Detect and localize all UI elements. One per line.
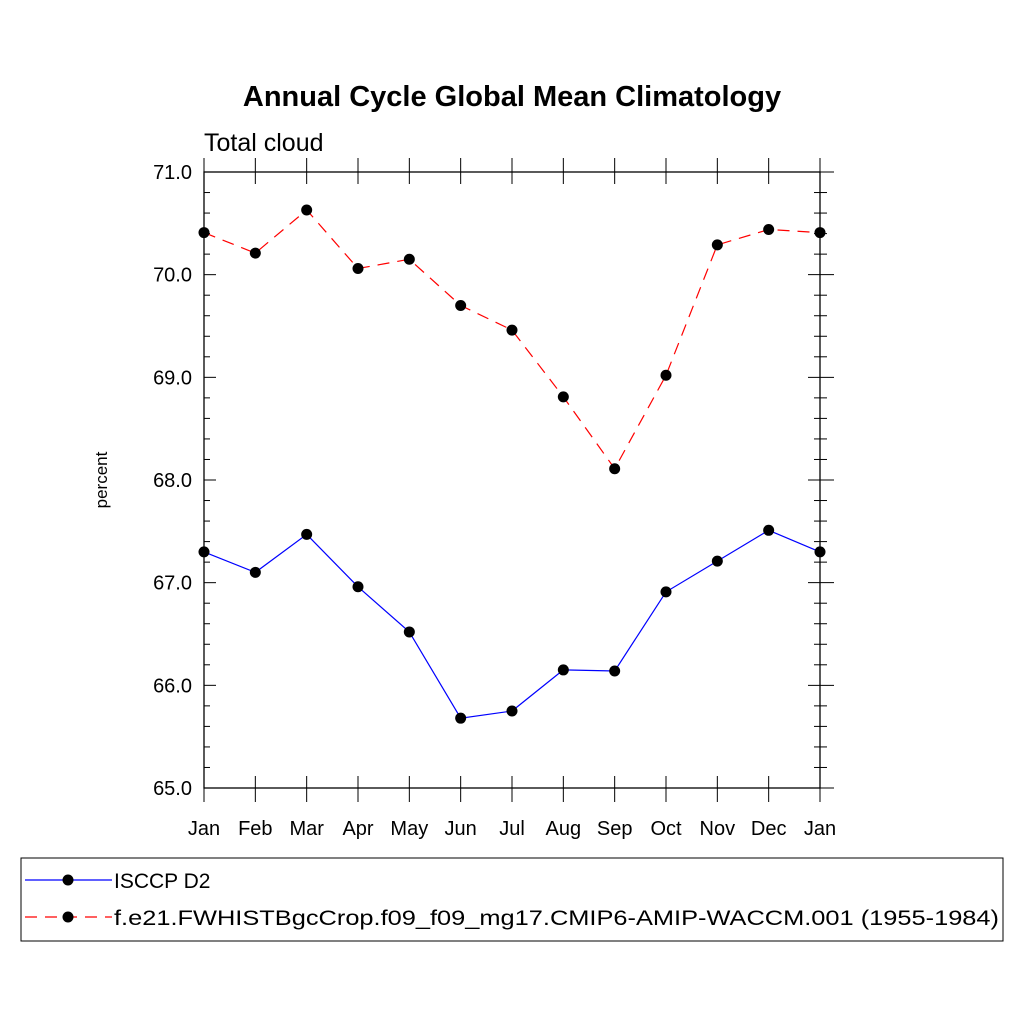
data-point-series-0: [557, 664, 569, 676]
series-line-1: [203, 209, 821, 470]
x-tick-label: Apr: [342, 818, 373, 840]
data-point-series-1: [403, 253, 415, 265]
data-point-series-1: [506, 324, 518, 336]
data-point-series-0: [198, 546, 210, 558]
y-tick-label: 66.0: [153, 675, 192, 697]
series-line-0: [203, 529, 821, 719]
data-point-series-0: [763, 524, 775, 536]
data-point-series-0: [249, 566, 261, 578]
data-point-series-1: [301, 204, 313, 216]
y-tick-label: 65.0: [153, 778, 192, 800]
x-tick-label: Feb: [238, 818, 272, 840]
x-tick-label: Nov: [700, 818, 736, 840]
x-tick-label: Aug: [546, 818, 582, 840]
x-tick-label: Oct: [650, 818, 682, 840]
legend-marker-isccp: [62, 874, 74, 886]
legend: ISCCP D2 f.e21.FWHISTBgcCrop.f09_f09_mg1…: [20, 857, 1004, 942]
data-point-series-0: [352, 581, 364, 593]
data-point-series-1: [352, 263, 364, 275]
data-point-series-1: [814, 227, 826, 239]
data-point-series-0: [609, 665, 621, 677]
data-point-series-0: [506, 705, 518, 717]
y-tick-label: 69.0: [153, 367, 192, 389]
data-point-series-1: [557, 391, 569, 403]
x-tick-label: Sep: [597, 818, 633, 840]
data-point-series-1: [711, 239, 723, 251]
x-tick-label: Jun: [445, 818, 477, 840]
data-point-series-1: [763, 223, 775, 235]
data-point-series-1: [660, 369, 672, 381]
y-axis-label: percent: [92, 451, 111, 508]
y-tick-label: 70.0: [153, 265, 192, 287]
x-tick-label: Jul: [499, 818, 525, 840]
x-tick-label: Mar: [289, 818, 324, 840]
data-point-series-0: [301, 528, 313, 540]
chart-subtitle: Total cloud: [204, 129, 324, 157]
data-point-series-0: [660, 586, 672, 598]
data-point-series-1: [609, 463, 621, 475]
series-group: [198, 204, 826, 724]
legend-label-isccp: ISCCP D2: [114, 870, 210, 893]
data-point-series-0: [403, 626, 415, 638]
data-point-series-0: [711, 555, 723, 567]
x-tick-label: May: [390, 818, 428, 840]
chart-title: Annual Cycle Global Mean Climatology: [243, 81, 781, 113]
x-tick-label: Jan: [804, 818, 836, 840]
y-tick-label: 71.0: [153, 162, 192, 184]
y-tick-label: 67.0: [153, 573, 192, 595]
plot-frame: [203, 171, 821, 789]
legend-frame: [20, 857, 1004, 942]
data-point-series-1: [455, 299, 467, 311]
y-tick-label: 68.0: [153, 470, 192, 492]
data-point-series-0: [814, 546, 826, 558]
x-tick-label: Dec: [751, 818, 787, 840]
legend-label-model: f.e21.FWHISTBgcCrop.f09_f09_mg17.CMIP6-A…: [114, 907, 999, 930]
legend-marker-model: [62, 911, 74, 923]
axis-ticks: 65.0 66.0 67.0 68.0 69.0 70.0 71.0 Jan Feb Mar Apr…: [153, 158, 836, 840]
x-tick-label: Jan: [188, 818, 220, 840]
data-point-series-1: [198, 227, 210, 239]
data-point-series-0: [455, 712, 467, 724]
data-point-series-1: [249, 247, 261, 259]
